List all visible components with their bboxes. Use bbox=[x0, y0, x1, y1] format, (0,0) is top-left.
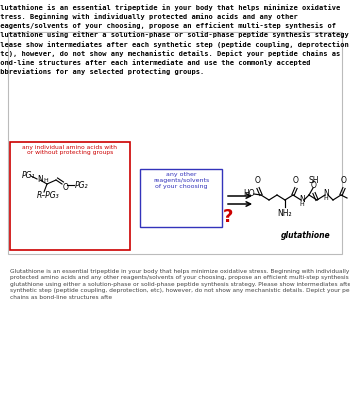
Text: SH: SH bbox=[309, 176, 319, 185]
Text: N: N bbox=[323, 189, 329, 198]
Text: ?: ? bbox=[223, 208, 233, 226]
Text: H: H bbox=[43, 178, 48, 182]
Text: Glutathione is an essential tripeptide in your body that helps minimize oxidativ: Glutathione is an essential tripeptide i… bbox=[0, 4, 350, 75]
Text: HO: HO bbox=[243, 189, 255, 198]
Text: NH₂: NH₂ bbox=[278, 209, 292, 218]
Text: O: O bbox=[311, 181, 317, 190]
Text: O: O bbox=[63, 182, 69, 191]
Text: or without protecting groups: or without protecting groups bbox=[27, 150, 113, 155]
Text: O: O bbox=[293, 176, 299, 185]
Text: any other
reagents/solvents
of your choosing: any other reagents/solvents of your choo… bbox=[153, 172, 209, 189]
Text: any individual amino acids with: any individual amino acids with bbox=[22, 145, 118, 150]
Text: N: N bbox=[299, 195, 305, 204]
FancyBboxPatch shape bbox=[10, 142, 130, 250]
Text: Glutathione is an essential tripeptide in your body that helps minimize oxidativ: Glutathione is an essential tripeptide i… bbox=[10, 269, 350, 300]
Text: O: O bbox=[341, 176, 347, 185]
Text: R–PG₃: R–PG₃ bbox=[37, 191, 60, 200]
Text: O: O bbox=[255, 176, 261, 185]
FancyBboxPatch shape bbox=[8, 32, 342, 254]
Text: PG₂: PG₂ bbox=[75, 180, 89, 189]
Text: H: H bbox=[324, 196, 328, 202]
Text: glutathione: glutathione bbox=[281, 231, 331, 240]
Text: PG₁: PG₁ bbox=[22, 171, 35, 180]
FancyBboxPatch shape bbox=[140, 169, 222, 227]
Text: H: H bbox=[300, 202, 304, 207]
Text: N: N bbox=[37, 175, 43, 184]
